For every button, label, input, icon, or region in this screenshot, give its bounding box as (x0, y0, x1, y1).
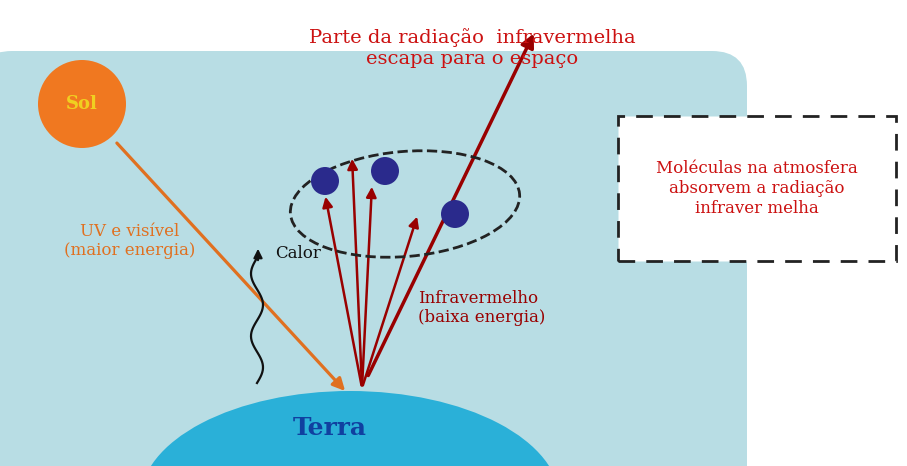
Text: Sol: Sol (66, 95, 98, 113)
Ellipse shape (140, 391, 560, 466)
Circle shape (371, 157, 399, 185)
Circle shape (441, 200, 469, 228)
Text: Terra: Terra (293, 416, 367, 440)
Text: Parte da radiação  infravermelha
escapa para o espaço: Parte da radiação infravermelha escapa p… (308, 28, 635, 68)
Text: Infravermelho
(baixa energia): Infravermelho (baixa energia) (418, 290, 545, 326)
Circle shape (311, 167, 339, 195)
Text: Moléculas na atmosfera
absorvem a radiação
infraver melha: Moléculas na atmosfera absorvem a radiaç… (656, 160, 858, 217)
FancyBboxPatch shape (618, 116, 896, 261)
Circle shape (38, 60, 126, 148)
Text: UV e visível
(maior energia): UV e visível (maior energia) (64, 223, 196, 259)
Text: Calor: Calor (275, 245, 321, 261)
FancyBboxPatch shape (0, 51, 747, 466)
